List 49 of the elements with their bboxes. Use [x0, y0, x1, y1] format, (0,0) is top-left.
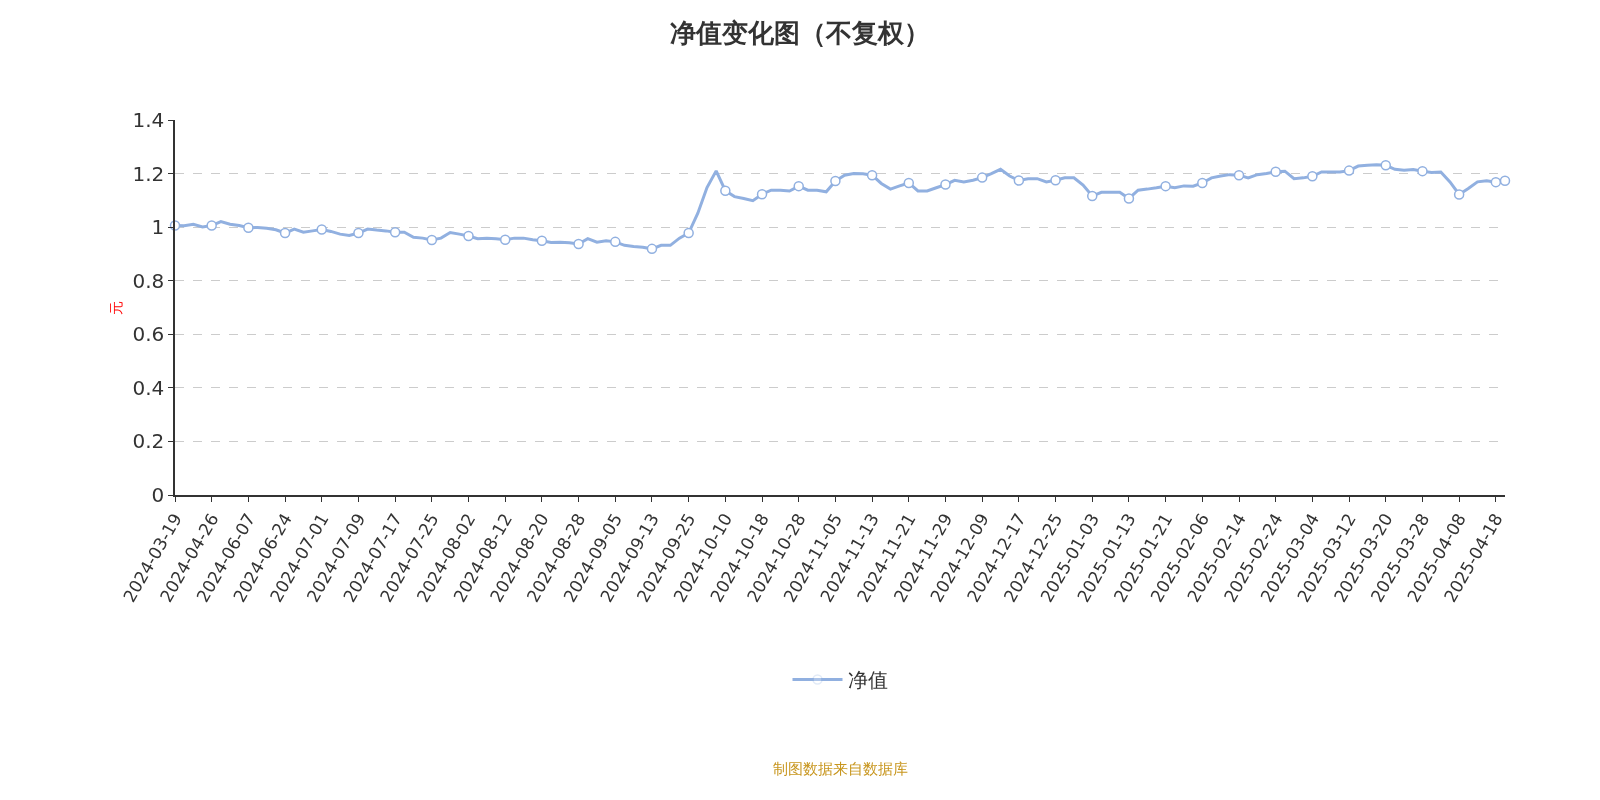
y-tick-label: 0.6	[132, 322, 165, 347]
y-tick-label: 0.4	[132, 375, 165, 400]
point	[976, 172, 988, 183]
y-tick-label: 0.8	[132, 268, 165, 293]
text: 制图数据来自数据库	[773, 760, 908, 778]
chart-title: 净值变化图（不复权）	[670, 18, 930, 49]
y-axis-title: 元	[107, 300, 124, 315]
point	[793, 180, 804, 192]
point	[1453, 189, 1465, 200]
point	[1343, 165, 1355, 176]
point	[940, 179, 951, 190]
point	[903, 177, 915, 189]
y-tick-label: 0.2	[132, 429, 165, 454]
point	[720, 185, 731, 196]
point	[1050, 175, 1061, 186]
point	[206, 220, 217, 231]
y-tick-label: 0	[151, 483, 165, 507]
point	[1197, 177, 1208, 189]
point	[1233, 169, 1245, 181]
point	[1270, 166, 1281, 177]
point	[1380, 160, 1392, 171]
point	[683, 227, 694, 239]
point	[1499, 175, 1511, 187]
point	[499, 234, 511, 245]
point	[1013, 175, 1025, 186]
point	[536, 235, 548, 247]
point	[1086, 190, 1098, 202]
point	[1490, 176, 1502, 188]
legend-label: 净值	[847, 668, 888, 693]
point	[646, 243, 658, 255]
point	[756, 188, 768, 200]
point	[243, 222, 254, 233]
point	[610, 236, 621, 248]
point	[1307, 171, 1318, 182]
point	[1123, 193, 1135, 204]
point	[463, 230, 474, 242]
point	[866, 169, 878, 181]
point	[316, 224, 328, 235]
point	[1417, 165, 1428, 177]
y-tick-label: 1	[151, 215, 165, 240]
point	[830, 175, 841, 187]
point	[1160, 180, 1171, 192]
point	[389, 226, 401, 238]
y-tick-label: 1.2	[132, 161, 165, 186]
point	[353, 227, 364, 239]
point	[426, 234, 438, 246]
point	[573, 238, 584, 250]
y-tick-label: 1.4	[132, 108, 165, 132]
point	[279, 227, 291, 239]
